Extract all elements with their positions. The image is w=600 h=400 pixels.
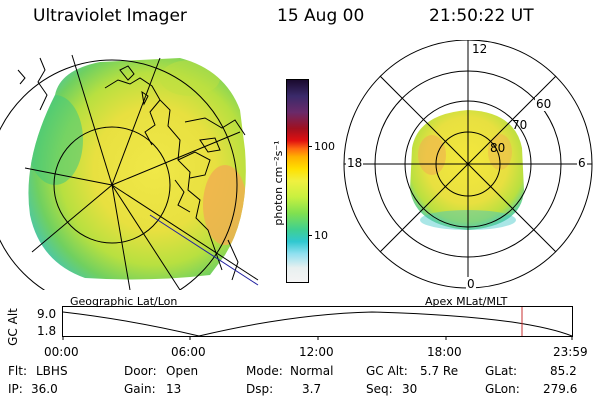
instrument-title: Ultraviolet Imager bbox=[33, 6, 187, 26]
glon-value: 279.6 bbox=[543, 382, 578, 396]
gain-label: Gain: bbox=[124, 382, 156, 396]
gcalt-value: 5.7 Re bbox=[420, 364, 459, 378]
dsp-label: Dsp: bbox=[246, 382, 274, 396]
scan-line bbox=[149, 214, 259, 286]
ip-label: IP: bbox=[8, 382, 23, 396]
mlt-label-left: 18 bbox=[346, 156, 364, 170]
time-tick-2359: 23:59 bbox=[553, 345, 588, 359]
time-tick-0000: 00:00 bbox=[44, 345, 79, 359]
time-tick-0600: 06:00 bbox=[171, 345, 206, 359]
altitude-tick-1-8: 1.8 bbox=[37, 324, 57, 338]
mlat-label-70: 70 bbox=[512, 118, 528, 132]
time-label: 21:50:22 UT bbox=[429, 6, 534, 26]
altitude-plot bbox=[62, 306, 573, 340]
polar-panel-label: Apex MLat/MLT bbox=[425, 295, 508, 308]
time-tick-1800: 18:00 bbox=[427, 345, 462, 359]
polar-panel bbox=[343, 40, 593, 289]
ip-value: 36.0 bbox=[31, 382, 58, 396]
flt-label: Flt: bbox=[8, 364, 27, 378]
colorbar bbox=[286, 79, 309, 283]
mode-value: Normal bbox=[290, 364, 334, 378]
glat-label: GLat: bbox=[485, 364, 518, 378]
gain-value: 13 bbox=[166, 382, 182, 396]
mlat-label-80: 80 bbox=[490, 141, 506, 155]
mlt-label-right: 6 bbox=[577, 156, 587, 170]
mlat-label-60: 60 bbox=[535, 97, 553, 111]
colorbar-tick-10 bbox=[308, 235, 312, 236]
altitude-curve bbox=[62, 311, 573, 337]
seq-label: Seq: bbox=[366, 382, 393, 396]
latitude-circle-outer bbox=[0, 59, 238, 290]
seq-value: 30 bbox=[402, 382, 418, 396]
altitude-plot-frame bbox=[62, 306, 573, 337]
gcalt-label: GC Alt: bbox=[366, 364, 408, 378]
altitude-axis-label: GC Alt bbox=[5, 308, 20, 346]
colorbar-tick-100 bbox=[308, 146, 312, 147]
time-tick-1200: 12:00 bbox=[299, 345, 334, 359]
door-value: Open bbox=[166, 364, 199, 378]
altitude-tick-9: 9.0 bbox=[37, 307, 57, 321]
latitude-circle-inner bbox=[53, 126, 171, 244]
mlt-label-top: 12 bbox=[471, 42, 489, 56]
date-label: 15 Aug 00 bbox=[277, 6, 365, 26]
colorbar-tick-label-10: 10 bbox=[314, 229, 328, 242]
dsp-value: 3.7 bbox=[302, 382, 322, 396]
colorbar-unit-label: photon cm⁻²s⁻¹ bbox=[272, 140, 285, 226]
latlon-grid bbox=[0, 54, 259, 290]
mlt-label-bottom: 0 bbox=[466, 277, 476, 291]
glon-label: GLon: bbox=[485, 382, 520, 396]
flt-value: LBHS bbox=[36, 364, 68, 378]
limb-brightening bbox=[203, 165, 246, 245]
geographic-image-panel bbox=[0, 54, 259, 290]
coastlines bbox=[17, 57, 246, 281]
auroral-image bbox=[28, 58, 246, 280]
mode-label: Mode: bbox=[246, 364, 283, 378]
glat-value: 85.2 bbox=[550, 364, 577, 378]
geographic-panel-label: Geographic Lat/Lon bbox=[70, 295, 178, 308]
door-label: Door: bbox=[124, 364, 157, 378]
colorbar-tick-label-100: 100 bbox=[314, 140, 335, 153]
